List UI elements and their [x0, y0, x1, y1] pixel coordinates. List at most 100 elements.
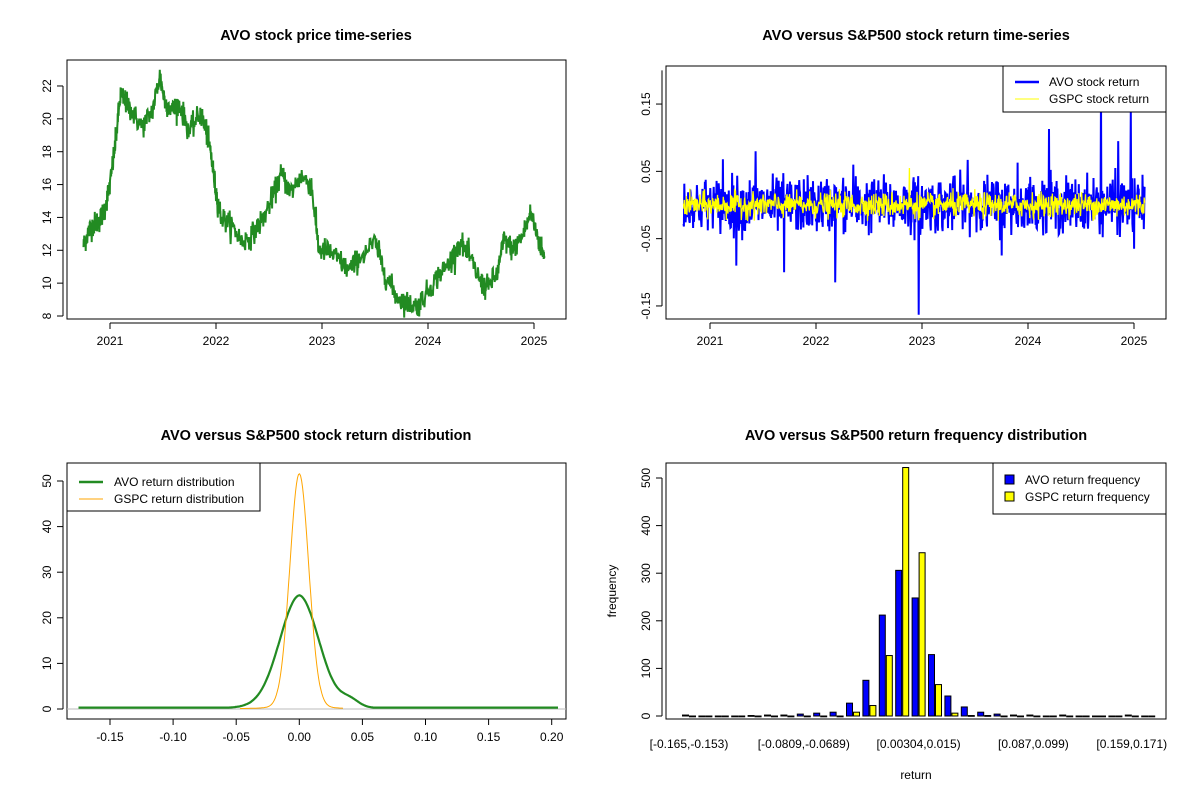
density-x-tick-label: -0.15 [96, 730, 124, 744]
density-y-tick-label: 0 [40, 705, 54, 712]
legend-swatch [1004, 474, 1015, 485]
histogram-bar [1108, 715, 1116, 718]
histogram-bar [853, 711, 860, 717]
return-line-0 [682, 90, 1146, 315]
density-y-tick-label: 40 [40, 520, 54, 534]
histogram-bar [1059, 714, 1067, 717]
histogram-bar [1026, 714, 1034, 717]
legend-box-returns [1002, 65, 1167, 113]
density-y-tick-label: 20 [40, 611, 54, 625]
legend-box-histogram [992, 462, 1167, 515]
returns-x-tick-label: 2023 [909, 334, 936, 348]
price-y-tick-label: 10 [40, 276, 54, 290]
price-y-tick-label: 20 [40, 112, 54, 126]
hist-y-tick-label: 0 [639, 712, 653, 719]
histogram-bar [918, 552, 926, 717]
price-x-tick-label: 2024 [415, 334, 442, 348]
histogram-bar [1115, 715, 1123, 718]
returns-x-tick-label: 2025 [1121, 334, 1148, 348]
returns-y-tick-label: 0.05 [639, 159, 653, 183]
histogram-bar [787, 715, 795, 718]
returns-x-tick-label: 2022 [803, 334, 830, 348]
chart-title-histogram: AVO versus S&P500 return frequency distr… [745, 428, 1087, 444]
histogram-bar [895, 569, 903, 717]
histogram-bar [1000, 715, 1008, 718]
histogram-bar [689, 715, 696, 718]
density-line-0 [78, 594, 558, 709]
histogram-bar [738, 715, 746, 718]
hist-y-tick-label: 100 [639, 658, 653, 678]
price-x-tick-label: 2022 [203, 334, 230, 348]
histogram-bar [1141, 715, 1149, 718]
price-y-tick-label: 12 [40, 243, 54, 257]
plot-area-price [66, 59, 567, 320]
density-x-tick-label: -0.05 [223, 730, 251, 744]
hist-x-tick-label: [0.00304,0.015) [877, 737, 961, 751]
histogram-bar [928, 654, 935, 717]
histogram-bar [951, 712, 959, 717]
hist-x-tick-label: [0.159,0.171) [1096, 737, 1167, 751]
histogram-bar [754, 715, 762, 718]
histogram-bar [1017, 715, 1024, 718]
return-line-1 [682, 167, 1146, 222]
histogram-bar [869, 705, 877, 717]
histogram-bar [902, 467, 910, 717]
density-x-tick-label: 0.15 [477, 730, 501, 744]
histogram-bar [846, 702, 853, 717]
hist-y-tick-label: 200 [639, 610, 653, 630]
histogram-bar [1033, 715, 1041, 718]
price-y-tick-label: 18 [40, 145, 54, 159]
histogram-bar [935, 684, 942, 717]
chart-title-density: AVO versus S&P500 stock return distribut… [161, 428, 472, 444]
legend-label: GSPC return distribution [114, 492, 244, 506]
density-x-tick-label: 0.20 [540, 730, 564, 744]
price-x-tick-label: 2021 [97, 334, 124, 348]
legend-box-density [66, 462, 261, 512]
histogram-bar [803, 715, 811, 718]
chart-title-returns: AVO versus S&P500 stock return time-seri… [762, 28, 1070, 44]
density-line-1 [239, 473, 344, 710]
legend-label: GSPC stock return [1049, 92, 1149, 106]
histogram-bar [885, 655, 893, 717]
histogram-bar [829, 711, 837, 717]
price-y-tick-label: 8 [40, 312, 54, 319]
histogram-bar [682, 714, 689, 717]
price-y-tick-label: 22 [40, 79, 54, 93]
histogram-bar [1124, 714, 1132, 717]
returns-x-tick-label: 2021 [697, 334, 724, 348]
histogram-bar [1075, 715, 1083, 718]
histogram-bar [984, 715, 992, 717]
returns-y-tick-label: 0.15 [639, 92, 653, 116]
histogram-bar [698, 715, 706, 718]
returns-x-tick-label: 2024 [1015, 334, 1042, 348]
returns-y-tick-label: -0.15 [639, 292, 653, 320]
density-x-tick-label: 0.05 [351, 730, 375, 744]
price-y-tick-label: 16 [40, 178, 54, 192]
histogram-bar [911, 597, 919, 717]
histogram-bar [714, 715, 722, 718]
histogram-bar [771, 715, 778, 718]
histogram-bar [1148, 715, 1156, 718]
histogram-bar [977, 711, 985, 717]
density-x-tick-label: 0.00 [288, 730, 312, 744]
price-y-tick-label: 14 [40, 210, 54, 224]
histogram-bar [705, 715, 713, 718]
histogram-bar [944, 695, 952, 717]
histogram-bar [764, 714, 771, 717]
price-x-tick-label: 2025 [521, 334, 548, 348]
histogram-bar [747, 715, 755, 717]
hist-x-tick-label: [-0.165,-0.153) [650, 737, 729, 751]
hist-y-tick-label: 400 [639, 515, 653, 535]
price-x-tick-label: 2023 [309, 334, 336, 348]
legend-label: AVO return frequency [1025, 473, 1140, 487]
histogram-bar [1082, 715, 1090, 718]
hist-x-tick-label: [0.087,0.099) [998, 737, 1069, 751]
histogram-bar [993, 713, 1001, 717]
histogram-bar [780, 714, 788, 717]
histogram-bar [820, 715, 828, 718]
histogram-bar [862, 679, 870, 717]
histogram-bar [731, 715, 739, 718]
histogram-bar [1010, 714, 1017, 717]
density-y-tick-label: 50 [40, 474, 54, 488]
density-y-tick-label: 10 [40, 656, 54, 670]
